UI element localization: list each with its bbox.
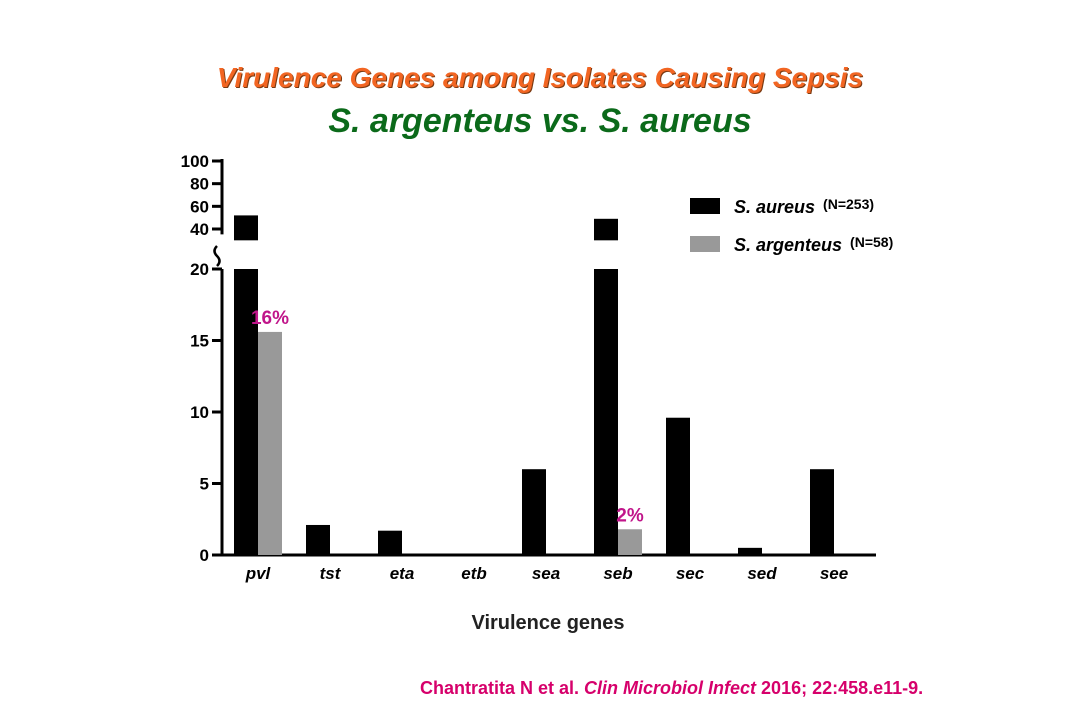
data-label: 16% bbox=[251, 308, 289, 329]
x-tick-label: sec bbox=[676, 564, 705, 583]
y-tick-label: 5 bbox=[200, 475, 209, 494]
legend-label: S. aureus bbox=[734, 197, 815, 217]
x-tick-label: eta bbox=[390, 564, 415, 583]
x-tick-label: etb bbox=[461, 564, 487, 583]
bar-see-aureus bbox=[810, 469, 834, 555]
citation-details: 2016; 22:458.e11-9. bbox=[756, 678, 924, 698]
y-tick-label: 80 bbox=[190, 175, 209, 194]
citation: Chantratita N et al. Clin Microbiol Infe… bbox=[420, 678, 923, 699]
x-tick-label: sed bbox=[747, 564, 777, 583]
bar-seb-argenteus bbox=[618, 529, 642, 555]
x-tick-label: seb bbox=[603, 564, 632, 583]
x-tick-label: see bbox=[820, 564, 848, 583]
bar-sed-aureus bbox=[738, 547, 762, 555]
bar-eta-aureus bbox=[378, 530, 402, 555]
y-tick-label: 40 bbox=[190, 220, 209, 239]
x-tick-label: tst bbox=[320, 564, 342, 583]
bar-pvl-aureus-lower bbox=[234, 269, 258, 555]
x-tick-label: sea bbox=[532, 564, 560, 583]
bar-pvl-argenteus bbox=[258, 331, 282, 555]
slide-subtitle: S. argenteus vs. S. aureus bbox=[328, 102, 752, 140]
data-label: 2% bbox=[616, 505, 644, 526]
legend-label: S. argenteus bbox=[734, 235, 842, 255]
y-tick-label: 60 bbox=[190, 197, 209, 216]
slide-title: Virulence Genes among Isolates Causing S… bbox=[216, 62, 864, 93]
x-tick-label: pvl bbox=[245, 564, 272, 583]
legend-swatch-argenteus bbox=[690, 236, 720, 252]
y-tick-label: 100 bbox=[181, 152, 209, 171]
y-tick-label: 15 bbox=[190, 332, 209, 351]
legend-n-label: (N=58) bbox=[850, 234, 893, 250]
legend-n-label: (N=253) bbox=[823, 196, 874, 212]
y-tick-label: 20 bbox=[190, 260, 209, 279]
legend-swatch-aureus bbox=[690, 198, 720, 214]
bar-sea-aureus bbox=[522, 469, 546, 555]
bar-pvl-aureus-upper bbox=[234, 215, 258, 241]
bar-tst-aureus bbox=[306, 524, 330, 555]
y-tick-label: 10 bbox=[190, 403, 209, 422]
x-axis-label: Virulence genes bbox=[471, 612, 624, 634]
bar-seb-aureus-upper bbox=[594, 218, 618, 241]
bar-seb-aureus-lower bbox=[594, 269, 618, 555]
citation-authors: Chantratita N et al. bbox=[420, 678, 585, 698]
citation-journal: Clin Microbiol Infect bbox=[584, 678, 757, 698]
axis-break-mark bbox=[213, 245, 221, 267]
y-tick-label: 0 bbox=[200, 546, 209, 565]
bar-sec-aureus bbox=[666, 417, 690, 555]
